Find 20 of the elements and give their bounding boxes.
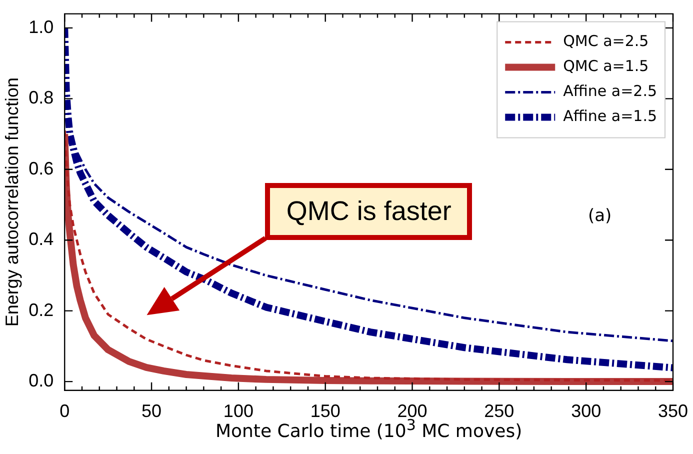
y-tick-label: 0.0	[28, 370, 54, 391]
legend-label: QMC a=2.5	[563, 32, 649, 50]
y-tick-label: 0.4	[28, 229, 54, 250]
legend-label: QMC a=1.5	[563, 57, 649, 76]
y-tick-label: 1.0	[28, 16, 54, 37]
x-tick-label: 0	[60, 401, 70, 422]
annotation: (a)	[588, 206, 612, 226]
x-tick-label: 250	[484, 401, 514, 422]
x-tick-label: 300	[571, 401, 602, 422]
x-tick-label: 350	[658, 401, 688, 422]
legend-label: Affine a=2.5	[563, 82, 658, 100]
y-axis-title: Energy autocorrelation function	[2, 78, 22, 327]
x-tick-label: 150	[310, 401, 340, 422]
x-tick-label: 100	[223, 401, 254, 422]
annotation: QMC is faster	[265, 183, 472, 240]
y-tick-label: 0.6	[28, 158, 54, 178]
legend-label: Affine a=1.5	[563, 107, 658, 126]
x-tick-label: 50	[142, 401, 162, 422]
y-tick-label: 0.8	[28, 88, 54, 108]
y-tick-label: 0.2	[28, 300, 54, 320]
